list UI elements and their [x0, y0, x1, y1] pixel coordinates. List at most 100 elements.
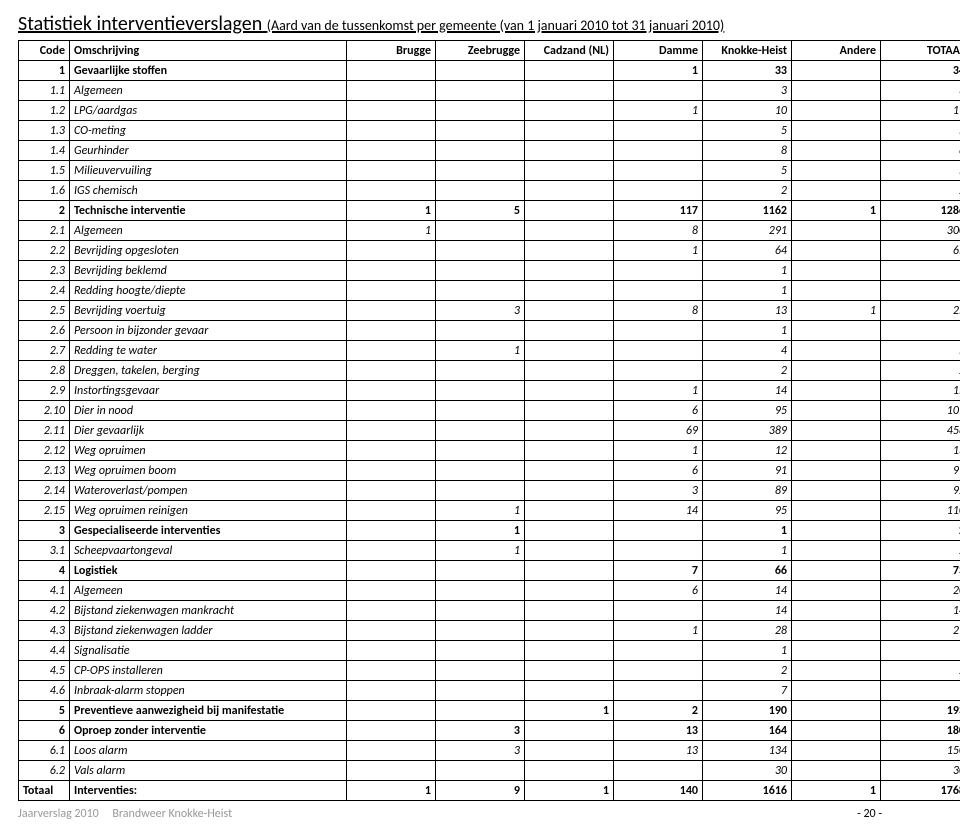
footer-page: - 20 - [857, 807, 882, 821]
cell-value [525, 401, 614, 421]
col-header: Damme [614, 41, 703, 61]
page-title: Statistiek interventieverslagen (Aard va… [18, 12, 942, 36]
cell-code: 3.1 [19, 541, 70, 561]
cell-value: 1 [436, 521, 525, 541]
footer-mid: Brandweer Knokke-Heist [112, 807, 232, 821]
col-header: Brugge [347, 41, 436, 61]
cell-code: 2.14 [19, 481, 70, 501]
cell-value [436, 381, 525, 401]
cell-value: 1 [436, 541, 525, 561]
cell-value [792, 701, 881, 721]
cell-desc: Dier gevaarlijk [70, 421, 347, 441]
cell-value [436, 221, 525, 241]
cell-desc: Dier in nood [70, 401, 347, 421]
title-main: Statistiek interventieverslagen [18, 12, 262, 36]
cell-code: 5 [19, 701, 70, 721]
cell-value [525, 561, 614, 581]
cell-value: 1 [792, 201, 881, 221]
cell-value [614, 161, 703, 181]
cell-value [347, 601, 436, 621]
cell-value [347, 261, 436, 281]
cell-value [792, 481, 881, 501]
cell-value: 3 [436, 301, 525, 321]
cell-value [436, 181, 525, 201]
table-row: 4.6Inbraak-alarm stoppen77 [19, 681, 960, 701]
cell-value: 1 [703, 541, 792, 561]
cell-value [436, 261, 525, 281]
col-header: Cadzand (NL) [525, 41, 614, 61]
cell-code: 2.11 [19, 421, 70, 441]
intervention-table: CodeOmschrijvingBruggeZeebruggeCadzand (… [18, 40, 960, 801]
cell-value: 7 [881, 681, 960, 701]
cell-value [792, 621, 881, 641]
cell-desc: Technische interventie [70, 201, 347, 221]
col-header: Zeebrugge [436, 41, 525, 61]
cell-value: 8 [881, 141, 960, 161]
cell-value [792, 601, 881, 621]
cell-value [792, 761, 881, 781]
title-sub: (Aard van de tussenkomst per gemeente (v… [267, 17, 725, 34]
table-header-row: CodeOmschrijvingBruggeZeebruggeCadzand (… [19, 41, 960, 61]
cell-value: 1162 [703, 201, 792, 221]
cell-value: 25 [881, 301, 960, 321]
cell-value [436, 361, 525, 381]
cell-value [347, 661, 436, 681]
cell-value [525, 221, 614, 241]
cell-value: 2 [881, 661, 960, 681]
cell-value [614, 281, 703, 301]
cell-value [614, 681, 703, 701]
cell-desc: Weg opruimen reinigen [70, 501, 347, 521]
cell-desc: LPG/aardgas [70, 101, 347, 121]
cell-code: 3 [19, 521, 70, 541]
cell-code: 2.6 [19, 321, 70, 341]
table-row: 2.15Weg opruimen reinigen11495110 [19, 501, 960, 521]
cell-value: 1 [436, 501, 525, 521]
cell-value [525, 761, 614, 781]
cell-value [614, 261, 703, 281]
cell-value [347, 501, 436, 521]
cell-code: 4.6 [19, 681, 70, 701]
cell-desc: Bijstand ziekenwagen mankracht [70, 601, 347, 621]
cell-value: 1 [614, 61, 703, 81]
col-header: Andere [792, 41, 881, 61]
cell-desc: IGS chemisch [70, 181, 347, 201]
cell-value: 95 [703, 501, 792, 521]
cell-value [525, 441, 614, 461]
cell-value: 101 [881, 401, 960, 421]
cell-value [525, 121, 614, 141]
cell-value: 6 [614, 581, 703, 601]
cell-value [436, 461, 525, 481]
cell-value [792, 81, 881, 101]
table-row: 2.11Dier gevaarlijk69389458 [19, 421, 960, 441]
cell-desc: Redding hoogte/diepte [70, 281, 347, 301]
page-footer: Jaarverslag 2010 Brandweer Knokke-Heist … [18, 807, 942, 821]
cell-value: 3 [881, 81, 960, 101]
table-row: 2.12Weg opruimen11213 [19, 441, 960, 461]
cell-value: 65 [881, 241, 960, 261]
cell-value: 34 [881, 61, 960, 81]
cell-value [436, 61, 525, 81]
cell-value: 5 [703, 161, 792, 181]
cell-code: 1.4 [19, 141, 70, 161]
cell-code: 6.1 [19, 741, 70, 761]
cell-value [525, 521, 614, 541]
cell-value [614, 761, 703, 781]
cell-value: 97 [881, 461, 960, 481]
cell-value [525, 581, 614, 601]
cell-value [792, 121, 881, 141]
cell-code: 4.4 [19, 641, 70, 661]
cell-value [614, 141, 703, 161]
cell-value: 13 [614, 741, 703, 761]
cell-value [792, 141, 881, 161]
cell-value: 1 [703, 261, 792, 281]
cell-value [347, 761, 436, 781]
cell-value [525, 461, 614, 481]
cell-value [436, 661, 525, 681]
cell-value [347, 461, 436, 481]
cell-desc: Algemeen [70, 221, 347, 241]
cell-desc: Scheepvaartongeval [70, 541, 347, 561]
cell-value: 15 [881, 381, 960, 401]
cell-value [525, 361, 614, 381]
cell-value [436, 601, 525, 621]
cell-code: 4.2 [19, 601, 70, 621]
